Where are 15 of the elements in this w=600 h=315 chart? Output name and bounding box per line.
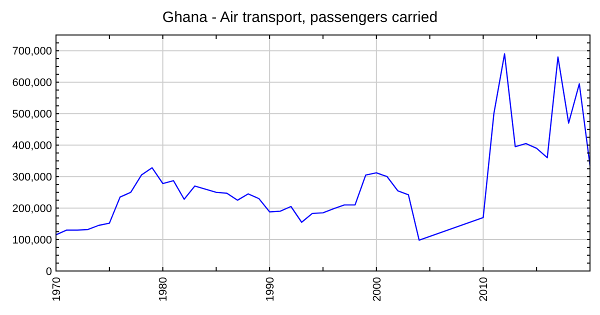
x-tick-label: 1970 bbox=[50, 277, 63, 302]
x-tick-label: 2010 bbox=[478, 277, 490, 302]
y-tick-label: 600,000 bbox=[12, 77, 52, 90]
x-tick-label: 1980 bbox=[158, 277, 170, 302]
line-series bbox=[55, 53, 591, 241]
x-tick-label: 2000 bbox=[371, 277, 384, 302]
y-tick-label: 0 bbox=[46, 266, 52, 278]
y-tick-label: 400,000 bbox=[12, 140, 52, 152]
y-tick-label: 200,000 bbox=[12, 202, 52, 215]
x-tick-label: 1990 bbox=[264, 277, 276, 302]
y-tick-label: 300,000 bbox=[12, 171, 52, 184]
chart-title: Ghana - Air transport, passengers carried bbox=[162, 9, 438, 26]
y-tick-label: 100,000 bbox=[12, 234, 52, 246]
y-tick-label: 700,000 bbox=[12, 46, 52, 58]
y-tick-label: 500,000 bbox=[12, 108, 52, 121]
